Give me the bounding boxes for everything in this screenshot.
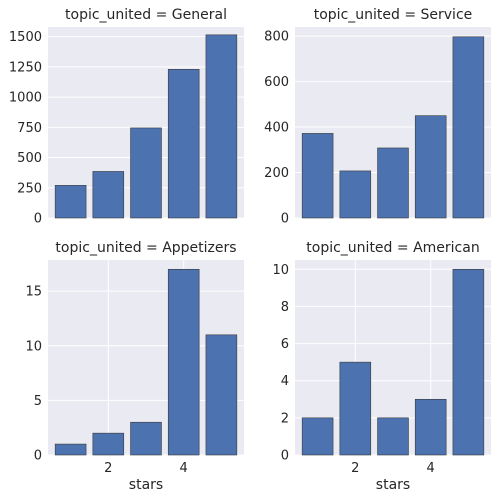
bar <box>302 133 333 218</box>
bar <box>378 148 409 218</box>
y-tick-label: 1000 <box>9 91 42 106</box>
y-tick-label: 10 <box>272 263 289 278</box>
bar <box>415 116 446 218</box>
panel-title: topic_united = American <box>306 240 479 256</box>
y-tick-label: 1250 <box>9 60 42 75</box>
x-tick-label: 2 <box>104 461 112 476</box>
bar <box>378 418 409 455</box>
x-axis-label: stars <box>129 477 163 493</box>
bar <box>93 433 124 455</box>
y-tick-label: 6 <box>281 337 289 352</box>
bar <box>206 335 237 455</box>
bar <box>302 418 333 455</box>
x-tick-label: 2 <box>351 461 359 476</box>
bar <box>168 69 199 218</box>
bar <box>340 171 371 218</box>
y-tick-label: 750 <box>17 121 42 136</box>
bar <box>453 37 484 218</box>
panel-appetizers: 0 5 10 15 2 4 topic_united = Appetizers stars <box>25 240 244 493</box>
y-tick-label: 15 <box>25 285 42 300</box>
bar <box>93 171 124 218</box>
x-axis-label: stars <box>376 477 410 493</box>
panel-general: 0 250 500 750 1000 1250 1500 topic_united = Gen… <box>9 7 244 227</box>
y-tick-label: 8 <box>281 300 289 315</box>
bar <box>453 269 484 455</box>
y-tick-label: 1500 <box>9 30 42 45</box>
y-tick-label: 0 <box>34 212 42 227</box>
y-tick-label: 0 <box>281 212 289 227</box>
y-tick-label: 0 <box>281 449 289 464</box>
panel-title: topic_united = Service <box>314 7 473 23</box>
bar <box>340 362 371 455</box>
y-tick-label: 5 <box>34 394 42 409</box>
bar <box>55 185 86 218</box>
y-tick-label: 400 <box>264 121 289 136</box>
y-tick-label: 500 <box>17 151 42 166</box>
y-tick-label: 250 <box>17 181 42 196</box>
bar <box>55 444 86 455</box>
panel-title: topic_united = Appetizers <box>55 240 236 256</box>
y-tick-label: 4 <box>281 374 289 389</box>
x-tick-label: 4 <box>427 461 435 476</box>
y-tick-label: 800 <box>264 30 289 45</box>
panel-service: 0 200 400 600 800 topic_united = Service <box>264 7 491 227</box>
y-tick-label: 10 <box>25 339 42 354</box>
panel-title: topic_united = General <box>65 7 227 23</box>
y-tick-label: 0 <box>34 449 42 464</box>
y-tick-label: 200 <box>264 166 289 181</box>
bar <box>206 35 237 218</box>
y-tick-label: 600 <box>264 75 289 90</box>
bar <box>131 128 162 218</box>
bar <box>168 269 199 455</box>
bar <box>131 422 162 455</box>
bar <box>415 399 446 455</box>
y-tick-label: 2 <box>281 411 289 426</box>
panel-american: 0 2 4 6 8 10 2 4 topic_united = American stars <box>272 240 491 493</box>
x-tick-label: 4 <box>180 461 188 476</box>
